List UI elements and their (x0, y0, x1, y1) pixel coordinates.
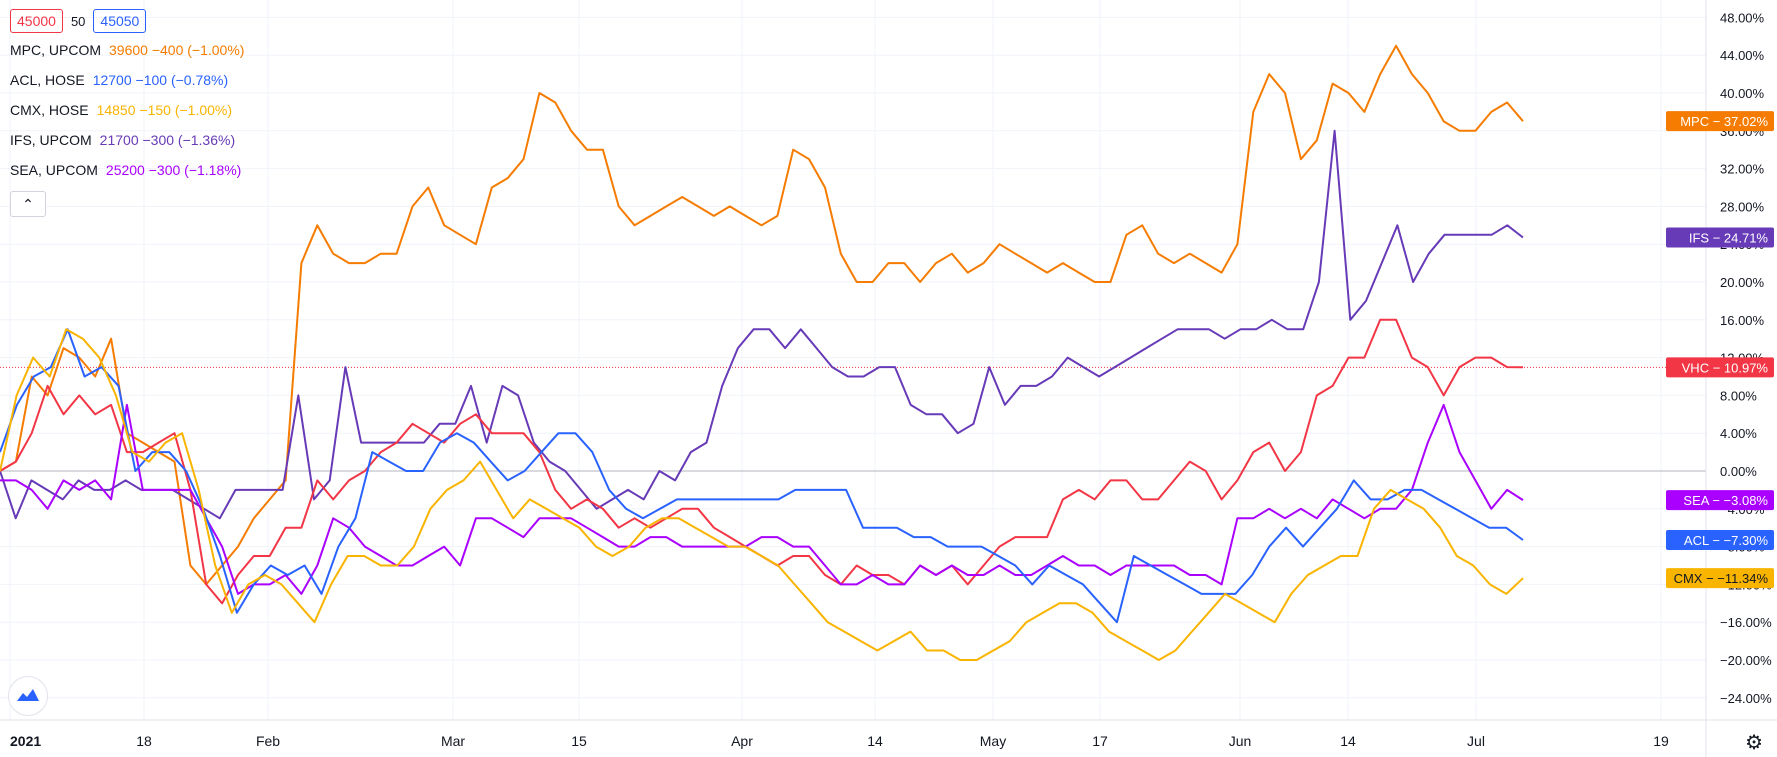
series-line-acl (0, 328, 1524, 624)
legend-values: 12700 −100 (−0.78%) (92, 72, 229, 88)
x-tick-label: Jul (1467, 733, 1485, 749)
series-value-tags: MPC − 37.02% IFS − 24.71% VHC − 10.97% SEA … (1666, 111, 1774, 589)
gear-icon: ⚙ (1745, 732, 1763, 754)
y-tick-label: 44.00% (1720, 48, 1765, 63)
y-tick-label: 32.00% (1720, 162, 1765, 177)
x-tick-label: 14 (1340, 733, 1356, 749)
tradingview-logo-button[interactable] (8, 676, 48, 716)
legend-symbol: CMX, HOSE (10, 102, 89, 118)
series-tag-label: MPC − 37.02% (1680, 114, 1768, 129)
x-tick-label: 19 (1653, 733, 1669, 749)
series-tag-sea: SEA − −3.08% (1666, 490, 1774, 511)
series-tag-label: CMX − −11.34% (1674, 571, 1769, 586)
series-line-mpc (0, 44, 1524, 586)
grid (0, 0, 1706, 720)
series-tag-label: ACL − −7.30% (1684, 533, 1769, 548)
bid-price-box[interactable]: 45000 (10, 9, 63, 33)
legend-symbol: ACL, HOSE (10, 72, 85, 88)
series-tag-ifs: IFS − 24.71% (1666, 227, 1774, 248)
x-tick-label: May (980, 733, 1006, 749)
x-tick-label: Mar (441, 733, 465, 749)
y-tick-label: 8.00% (1720, 388, 1757, 403)
legend-values: 21700 −300 (−1.36%) (99, 132, 236, 148)
y-tick-label: 40.00% (1720, 86, 1765, 101)
legend: 45000 50 45050 MPC, UPCOM 39600 −400 (−1.… (10, 7, 244, 217)
legend-rows: MPC, UPCOM 39600 −400 (−1.00%) ACL, HOSE 12… (10, 35, 244, 185)
legend-values: 25200 −300 (−1.18%) (105, 162, 242, 178)
series-tag-label: SEA − −3.08% (1683, 493, 1768, 508)
y-tick-label: 20.00% (1720, 275, 1765, 290)
legend-row-ifs[interactable]: IFS, UPCOM 21700 −300 (−1.36%) (10, 125, 244, 155)
series-line-cmx (0, 328, 1524, 661)
legend-row-sea[interactable]: SEA, UPCOM 25200 −300 (−1.18%) (10, 155, 244, 185)
legend-symbol: SEA, UPCOM (10, 162, 98, 178)
x-tick-label: 15 (571, 733, 587, 749)
series-line-vhc (0, 318, 1524, 605)
x-tick-label: 14 (867, 733, 883, 749)
legend-symbol: IFS, UPCOM (10, 132, 92, 148)
y-tick-label: 28.00% (1720, 199, 1765, 214)
series-tag-label: VHC − 10.97% (1682, 360, 1769, 375)
price-controls: 45000 50 45050 (10, 7, 244, 35)
x-tick-label: Apr (731, 733, 753, 749)
series-tag-mpc: MPC − 37.02% (1666, 111, 1774, 132)
series-tag-vhc: VHC − 10.97% (1666, 357, 1774, 378)
x-tick-label: 17 (1092, 733, 1108, 749)
legend-values: 14850 −150 (−1.00%) (96, 102, 233, 118)
legend-symbol: MPC, UPCOM (10, 42, 101, 58)
y-tick-label: −16.00% (1720, 615, 1772, 630)
y-tick-label: 4.00% (1720, 426, 1757, 441)
y-tick-label: 16.00% (1720, 313, 1765, 328)
x-tick-label: Feb (256, 733, 280, 749)
legend-values: 39600 −400 (−1.00%) (109, 42, 245, 58)
settings-button[interactable]: ⚙ (1745, 730, 1763, 755)
y-tick-label: 48.00% (1720, 10, 1765, 25)
legend-row-acl[interactable]: ACL, HOSE 12700 −100 (−0.78%) (10, 65, 244, 95)
series-lines (0, 44, 1524, 661)
x-tick-label: Jun (1229, 733, 1252, 749)
y-tick-label: −20.00% (1720, 653, 1772, 668)
time-axis-labels: 2021 18 Feb Mar 15 Apr 14 May 17 Jun 14 Jul 19 (10, 733, 1669, 749)
series-tag-label: IFS − 24.71% (1689, 230, 1769, 245)
legend-row-cmx[interactable]: CMX, HOSE 14850 −150 (−1.00%) (10, 95, 244, 125)
tradingview-logo-icon (17, 689, 39, 701)
chevron-up-icon: ⌃ (22, 195, 34, 212)
legend-row-mpc[interactable]: MPC, UPCOM 39600 −400 (−1.00%) (10, 35, 244, 65)
y-tick-label: −24.00% (1720, 691, 1772, 706)
series-line-ifs (0, 129, 1524, 520)
x-tick-label: 18 (136, 733, 152, 749)
series-tag-acl: ACL − −7.30% (1666, 529, 1774, 550)
series-tag-cmx: CMX − −11.34% (1666, 568, 1774, 589)
y-tick-label: 0.00% (1720, 464, 1757, 479)
spread-value: 50 (70, 13, 86, 29)
x-tick-label: 2021 (10, 733, 41, 749)
collapse-legend-button[interactable]: ⌃ (10, 191, 46, 217)
ask-price-box[interactable]: 45050 (93, 9, 147, 33)
